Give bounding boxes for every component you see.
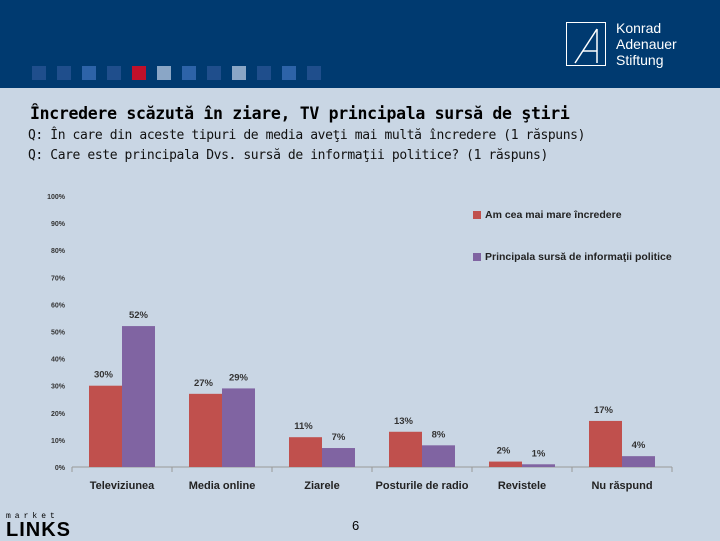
- decorative-square: [32, 66, 46, 80]
- y-tick-label: 50%: [51, 330, 66, 337]
- bar-source: [522, 464, 555, 467]
- bar-source: [122, 326, 155, 467]
- data-label: 8%: [432, 429, 446, 440]
- y-tick-label: 70%: [51, 275, 66, 282]
- bar-source: [222, 388, 255, 467]
- slide-title: Încredere scăzută în ziare, TV principal…: [30, 104, 570, 123]
- data-label: 29%: [229, 372, 249, 383]
- bar-trust: [489, 461, 522, 467]
- data-label: 7%: [332, 432, 346, 443]
- x-category-label: Posturile de radio: [376, 480, 469, 492]
- data-label: 17%: [594, 405, 614, 416]
- decorative-square: [157, 66, 171, 80]
- bar-trust: [589, 420, 622, 467]
- decorative-square: [132, 66, 146, 80]
- legend-swatch: [473, 253, 481, 261]
- decorative-square: [257, 66, 271, 80]
- y-tick-label: 40%: [51, 357, 66, 364]
- bar-chart: 0% 10% 20% 30% 40% 50% 60% 70% 80% 90% 100% Televiz…: [47, 194, 673, 492]
- brand-top: market: [6, 512, 59, 521]
- legend-label: Principala sursă de informaţii politice: [485, 251, 672, 263]
- data-label: 13%: [394, 416, 414, 427]
- kas-logo: Konrad Adenauer Stiftung: [566, 20, 706, 70]
- x-category-label: Nu răspund: [591, 480, 652, 492]
- y-tick-label: 20%: [51, 411, 66, 418]
- decorative-square: [232, 66, 246, 80]
- decorative-square: [282, 66, 296, 80]
- market-links-logo: market LINKS: [6, 512, 78, 541]
- y-tick-label: 0%: [55, 465, 66, 472]
- data-label: 4%: [632, 440, 646, 451]
- logo-line-3: Stiftung: [616, 52, 664, 68]
- decorative-square: [182, 66, 196, 80]
- bar-trust: [89, 385, 122, 467]
- header-bar: Konrad Adenauer Stiftung: [0, 0, 720, 88]
- bar-trust: [389, 431, 422, 467]
- x-category-label: Ziarele: [304, 480, 339, 492]
- legend-swatch: [473, 211, 481, 219]
- x-category-label: Revistele: [498, 480, 546, 492]
- question-1: Q: În care din aceste tipuri de media av…: [28, 128, 585, 143]
- data-label: 27%: [194, 378, 214, 389]
- y-tick-label: 90%: [51, 221, 66, 228]
- bar-source: [422, 445, 455, 467]
- logo-line-2: Adenauer: [616, 36, 677, 52]
- bar-source: [622, 456, 655, 467]
- data-label: 2%: [497, 446, 511, 457]
- y-tick-label: 60%: [51, 302, 66, 309]
- y-tick-label: 30%: [51, 384, 66, 391]
- logo-line-1: Konrad: [616, 20, 662, 36]
- data-label: 52%: [129, 310, 149, 321]
- bar-trust: [189, 393, 222, 467]
- decorative-square: [307, 66, 321, 80]
- data-label: 1%: [532, 448, 546, 459]
- data-label: 11%: [294, 421, 313, 432]
- legend-label: Am cea mai mare încredere: [485, 209, 622, 221]
- decorative-square: [107, 66, 121, 80]
- bar-source: [322, 448, 355, 467]
- brand-bottom: LINKS: [6, 519, 71, 541]
- decorative-square: [207, 66, 221, 80]
- bar-trust: [289, 437, 322, 467]
- kas-logo-icon: [566, 22, 606, 66]
- data-label: 30%: [94, 370, 114, 381]
- decorative-square: [57, 66, 71, 80]
- y-tick-label: 80%: [51, 248, 66, 255]
- y-tick-label: 10%: [51, 438, 66, 445]
- x-category-label: Televiziunea: [90, 480, 155, 492]
- page-number: 6: [352, 518, 360, 533]
- decorative-square: [82, 66, 96, 80]
- question-2: Q: Care este principala Dvs. sursă de in…: [28, 148, 548, 163]
- y-tick-label: 100%: [47, 194, 66, 201]
- x-category-label: Media online: [189, 480, 256, 492]
